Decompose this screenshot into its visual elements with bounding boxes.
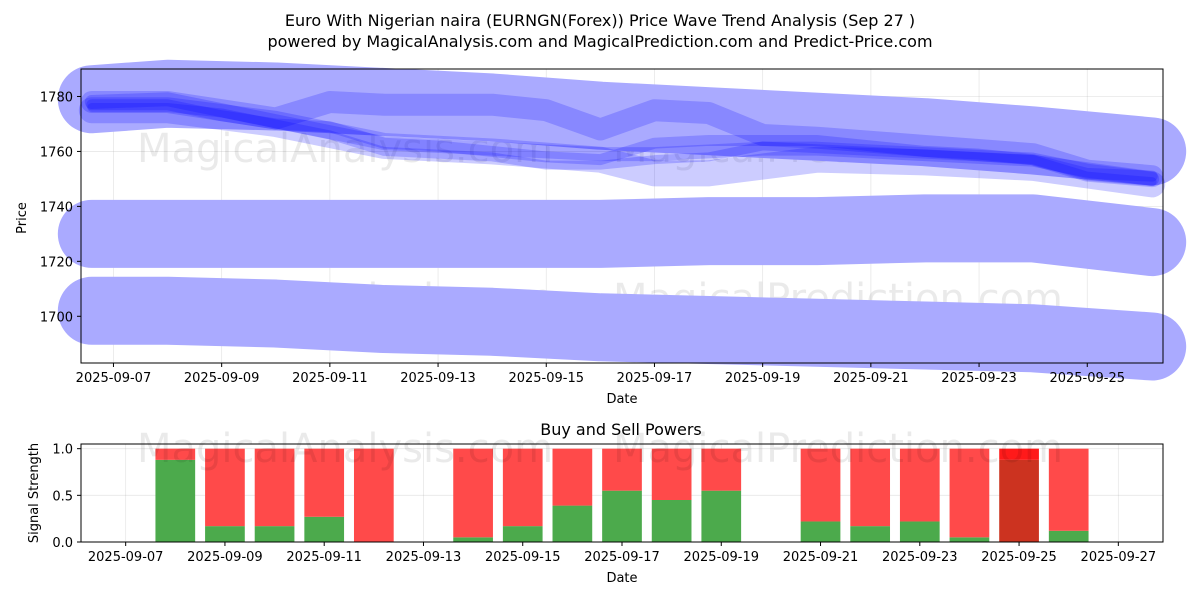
middle-band-line (57, 194, 1187, 277)
top-y-ticks: 1700 1720 1740 1760 1780 (40, 90, 81, 325)
wave-1-line (84, 92, 1160, 186)
bottom-x-tick-label: 2025-09-21 (783, 550, 859, 565)
bottom-y-tick-label: 0.5 (52, 489, 73, 504)
buy-power-bar (453, 537, 493, 542)
sell-power-bar (850, 448, 891, 527)
buy-power-bar (651, 500, 692, 542)
buy-power-bar (155, 459, 196, 542)
top-x-axis-label: Date (606, 392, 637, 407)
sell-power-bar (453, 448, 493, 538)
buy-power-bar (552, 505, 593, 542)
buy-power-bar (850, 526, 891, 542)
sell-power-bar (949, 448, 990, 538)
sell-power-bar (701, 448, 742, 491)
sell-power-bar (353, 448, 394, 542)
top-y-tick-label: 1760 (40, 145, 73, 160)
bottom-x-tick-label: 2025-09-23 (882, 550, 958, 565)
buy-power-bar (1048, 530, 1089, 542)
sell-power-bar (254, 448, 295, 527)
sell-power-bar (1048, 448, 1089, 531)
buy-power-bar (602, 490, 642, 542)
wave-3-line (87, 102, 1157, 187)
sell-power-bar (899, 448, 940, 522)
wave-2-line (86, 99, 1158, 182)
lower-band-line (57, 276, 1187, 381)
buy-power-bar (701, 490, 742, 542)
sell-power-bar (602, 448, 642, 491)
top-x-ticks: 2025-09-07 2025-09-09 2025-09-11 2025-09-13… (76, 363, 1125, 386)
sell-power-bar (999, 448, 1039, 460)
price-wave-panel: MagicalAnalysis.com MagicalPrediction.co… (15, 59, 1187, 407)
buy-power-bar (899, 521, 940, 542)
bottom-y-tick-label: 1.0 (52, 443, 73, 458)
top-x-tick-label: 2025-09-23 (941, 371, 1017, 386)
top-x-tick-label: 2025-09-25 (1049, 371, 1125, 386)
bottom-x-tick-label: 2025-09-11 (286, 550, 362, 565)
bottom-x-tick-label: 2025-09-17 (584, 550, 660, 565)
bottom-x-ticks: 2025-09-07 2025-09-09 2025-09-11 2025-09-13… (88, 542, 1156, 565)
wave-4-line (80, 90, 1164, 188)
sell-power-bar (800, 448, 841, 522)
bottom-y-ticks: 0.0 0.5 1.0 (52, 443, 81, 551)
top-x-tick-label: 2025-09-11 (292, 371, 368, 386)
bottom-x-tick-label: 2025-09-27 (1081, 550, 1157, 565)
top-x-tick-label: 2025-09-09 (184, 371, 260, 386)
buy-power-bar (800, 521, 841, 542)
sell-power-bar (205, 448, 245, 527)
buy-power-bar (254, 526, 295, 542)
top-y-tick-label: 1740 (40, 200, 73, 215)
bottom-y-axis-label: Signal Strength (27, 443, 42, 543)
buy-sell-bars (155, 448, 1089, 542)
sell-power-bar (304, 448, 345, 517)
watermark-analysis-bottom: MagicalAnalysis.com (137, 426, 553, 472)
bottom-x-tick-label: 2025-09-13 (386, 550, 462, 565)
sell-power-bar (155, 448, 196, 460)
buy-power-bar (205, 526, 245, 542)
bottom-x-tick-label: 2025-09-25 (981, 550, 1057, 565)
top-y-tick-label: 1780 (40, 90, 73, 105)
buy-power-bar (949, 537, 990, 542)
top-plot-frame (80, 68, 1164, 364)
bottom-x-tick-label: 2025-09-19 (683, 550, 759, 565)
buy-sell-panel: Buy and Sell Powers MagicalAnalysis.com … (27, 420, 1164, 586)
bottom-x-axis-label: Date (606, 571, 637, 586)
sell-power-bar (552, 448, 593, 506)
top-y-tick-label: 1700 (40, 310, 73, 325)
sell-power-bar (502, 448, 543, 527)
bottom-chart-title: Buy and Sell Powers (540, 420, 702, 439)
bottom-x-tick-label: 2025-09-15 (485, 550, 561, 565)
buy-power-bar (999, 459, 1039, 542)
top-y-axis-label: Price (15, 202, 30, 234)
wave-5-line (78, 97, 1166, 198)
bottom-x-tick-label: 2025-09-07 (88, 550, 164, 565)
bottom-x-tick-label: 2025-09-09 (187, 550, 263, 565)
top-x-tick-label: 2025-09-19 (725, 371, 801, 386)
top-x-tick-label: 2025-09-17 (617, 371, 693, 386)
chart-title-line2: powered by MagicalAnalysis.com and Magic… (267, 32, 932, 51)
top-x-tick-label: 2025-09-21 (833, 371, 909, 386)
top-x-tick-label: 2025-09-07 (76, 371, 152, 386)
bottom-y-tick-label: 0.0 (52, 536, 73, 551)
top-x-tick-label: 2025-09-13 (400, 371, 476, 386)
watermark-prediction-bottom: MagicalPrediction.com (613, 426, 1063, 472)
buy-power-bar (304, 516, 345, 542)
chart-title-line1: Euro With Nigerian naira (EURNGN(Forex))… (285, 11, 915, 30)
top-y-tick-label: 1720 (40, 255, 73, 270)
sell-power-bar (651, 448, 692, 500)
buy-power-bar (502, 526, 543, 542)
wave-series-group (57, 59, 1187, 381)
top-x-tick-label: 2025-09-15 (508, 371, 584, 386)
upper-band-line (57, 59, 1187, 186)
